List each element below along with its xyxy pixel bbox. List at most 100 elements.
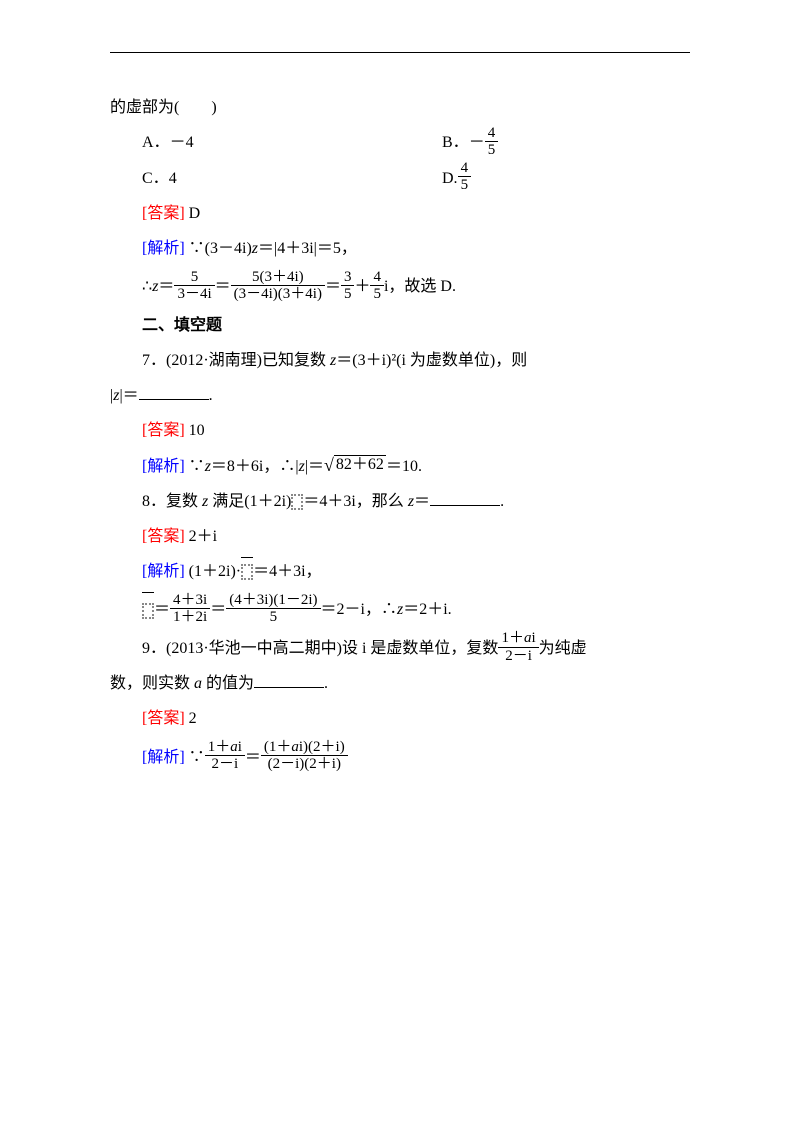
q9-g1: 1＋ai2－i [205,739,245,773]
option-B-den: 5 [485,141,499,159]
option-A-label: A． [142,134,170,151]
box-icon3 [142,603,154,619]
q7-t3b: |＝ [119,387,138,404]
q7-sb: ＝8＋6i，∴| [211,458,299,475]
blank-1 [139,383,209,400]
q9-analysis: [解析] ∵1＋ai2－i＝(1＋ai)(2＋i)(2－i)(2＋i) [110,737,700,779]
q8-f1d: 1＋2i [170,608,210,626]
q8-stem: 8．复数 z 满足(1＋2i)＝4＋3i，那么 z＝. [110,484,700,519]
option-C-label: C． [142,170,169,187]
q8-f1n: 4＋3i [170,592,210,609]
answer-label3: [答案] [142,528,185,545]
q6-tail: i，故选 D. [384,278,456,295]
box-icon2 [241,564,253,580]
sqrt: √82＋62 [324,455,386,474]
q8-s1b: ＝4＋3i， [253,563,321,580]
option-C: C．4 [142,161,442,196]
box-icon [291,494,303,510]
option-D-frac: 45 [458,160,472,194]
q8-f1: 4＋3i1＋2i [170,592,210,626]
q7-sa: ∵ [189,458,205,475]
q7-t1: 7．(2012·湖南理)已知复数 [142,352,330,369]
q7-t2: ＝(3＋i)²(i 为虚数单位)，则 [336,352,527,369]
q6-s1a: ∵(3－4i) [189,240,252,257]
option-D-label: D. [442,170,458,187]
var-a3: a [230,739,238,755]
q7-answer: [答案] 10 [110,413,700,448]
q8-f2n: (4＋3i)(1－2i) [226,592,320,609]
header-rule [110,52,690,53]
q9-ans: 2 [189,710,197,727]
q8-t4: ＝ [414,493,430,510]
option-B-num: 4 [485,125,499,142]
q8-t2: 满足(1＋2i) [208,493,291,510]
q9-t1: 9．(2013·华池一中高二期中)设 i 是虚数单位，复数 [142,640,498,657]
q8-tail2: ＝2＋i. [403,601,451,618]
q6-options-row1: A．－4 B．－45 [110,125,700,160]
q9-g2nb: i)(2＋i) [299,739,345,755]
q6-answer: [答案] D [110,196,700,231]
sqrt-arg: 82＋62 [334,455,386,474]
q8-f2: (4＋3i)(1－2i)5 [226,592,320,626]
q8-ans: 2＋i [189,528,217,545]
q9-stem: 9．(2013·华池一中高二期中)设 i 是虚数单位，复数1＋ai2－i为纯虚 [110,631,700,666]
blank-3 [254,671,324,688]
q6-f3d: 5 [341,285,355,303]
q6-f3: 35 [341,269,355,303]
q6-options-row2: C．4 D.45 [110,161,700,196]
q9-g1na: 1＋ [208,739,231,755]
q6-analysis-l2: ∴z＝53－4i＝5(3＋4i)(3－4i)(3＋4i)＝35＋45i，故选 D… [110,266,700,308]
q6-f2: 5(3＋4i)(3－4i)(3＋4i) [231,269,325,303]
q7-analysis: [解析] ∵z＝8＋6i，∴|z|＝√82＋62＝10. [110,449,700,484]
q7-stem-2: |z|＝. [110,378,700,413]
q6-s2a: ∴ [142,278,152,295]
analysis-label2: [解析] [142,458,185,475]
answer-label2: [答案] [142,422,185,439]
option-D-num: 4 [458,160,472,177]
answer-label: [答案] [142,205,185,222]
q8-analysis-l1: [解析] (1＋2i)· ＝4＋3i， [110,554,700,589]
option-C-val: 4 [169,170,177,187]
q6-f1d: 3－4i [174,285,214,303]
q9-fn-a: 1＋ [501,630,524,646]
q9-f: 1＋ai2－i [498,630,538,664]
q7-ans: 10 [189,422,205,439]
analysis-label4: [解析] [142,749,185,766]
q7-sd: ＝10. [386,458,422,475]
q6-plus: ＋ [354,278,370,295]
option-D: D.45 [442,161,700,196]
q9-t2: 为纯虚 [539,640,587,657]
option-B-label: B． [442,134,469,151]
q6-s1b: ＝|4＋3i|＝5， [258,240,357,257]
q9-stem-2: 数，则实数 a 的值为. [110,666,700,701]
q8-eq1: ＝ [154,601,170,618]
q6-f4n: 4 [370,269,384,286]
q9-eq1: ＝ [245,749,261,766]
q8-s1a: (1＋2i)· [189,563,241,580]
q9-fn-b: i [531,630,535,646]
option-B-frac: 45 [485,125,499,159]
q8-t3: ＝4＋3i，那么 [303,493,407,510]
q9-g1n: 1＋ai [205,739,245,756]
analysis-label: [解析] [142,240,185,257]
q9-answer: [答案] 2 [110,701,700,736]
sqrt-icon: √ [324,456,334,474]
option-B: B．－45 [442,125,700,160]
option-A-val: －4 [170,134,194,151]
document-page: 的虚部为( ) A．－4 B．－45 C．4 D.45 [答案] D [解析] … [0,0,800,818]
q6-f2d: (3－4i)(3＋4i) [231,285,325,303]
q8-eq2: ＝ [210,601,226,618]
zbar1 [241,554,253,589]
q6-stem-tail: 的虚部为( ) [110,90,700,125]
option-A: A．－4 [142,125,442,160]
q9-g2: (1＋ai)(2＋i)(2－i)(2＋i) [261,739,348,773]
q9-g1d: 2－i [205,755,245,773]
analysis-label3: [解析] [142,563,185,580]
q9-t4: 的值为 [202,675,254,692]
zbar2 [142,589,154,631]
q7-stem: 7．(2012·湖南理)已知复数 z＝(3＋i)²(i 为虚数单位)，则 [110,343,700,378]
q9-g1nb: i [238,739,242,755]
answer-label4: [答案] [142,710,185,727]
q6-f3n: 3 [341,269,355,286]
q6-f4d: 5 [370,285,384,303]
